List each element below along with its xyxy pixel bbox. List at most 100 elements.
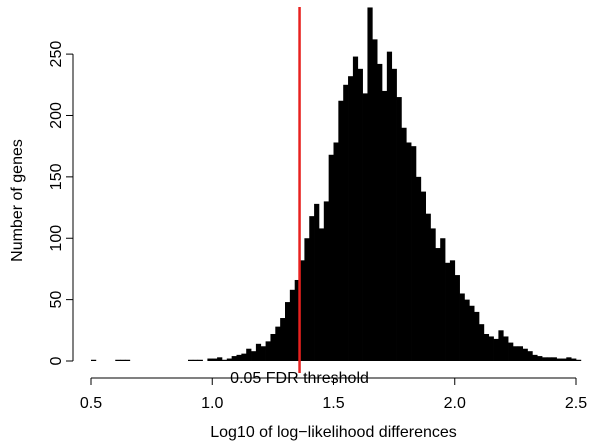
- histogram-bar: [454, 275, 460, 361]
- histogram-bar: [420, 191, 426, 361]
- histogram-bar: [556, 358, 562, 361]
- histogram-bar: [289, 289, 296, 361]
- histogram-bar: [188, 359, 194, 361]
- histogram-bar: [294, 279, 300, 361]
- histogram-bar: [241, 353, 247, 361]
- fdr-threshold-label: 0.05 FDR threshold: [230, 370, 369, 387]
- histogram-bar: [343, 84, 349, 361]
- histogram-bar: [537, 356, 543, 361]
- histogram-bar: [285, 302, 291, 361]
- histogram-bar: [221, 359, 228, 361]
- histogram-bar: [207, 358, 213, 361]
- y-tick-label: 200: [48, 102, 65, 129]
- histogram-bar: [449, 260, 456, 361]
- histogram-bar: [323, 201, 329, 361]
- y-tick-label: 100: [48, 225, 65, 252]
- histogram-bar: [255, 343, 262, 361]
- histogram-bar: [382, 90, 388, 362]
- y-tick-label: 50: [48, 291, 65, 309]
- histogram-bar: [479, 324, 485, 361]
- histogram-bar: [561, 358, 567, 361]
- histogram-bar: [483, 333, 490, 361]
- histogram-bar: [542, 357, 548, 361]
- histogram-bar: [430, 228, 436, 361]
- histogram-bar: [217, 357, 223, 361]
- histogram-bar: [391, 68, 397, 361]
- histogram-bar: [517, 346, 523, 361]
- histogram-bar: [318, 228, 325, 361]
- histogram-bar: [498, 330, 504, 361]
- histogram-bar: [270, 333, 276, 361]
- histogram-bar: [304, 238, 310, 361]
- histogram-bar: [314, 203, 320, 361]
- histogram-bar: [91, 359, 97, 361]
- histogram-bar: [275, 326, 281, 361]
- histogram-bar: [377, 63, 383, 362]
- histogram-bar: [372, 39, 378, 362]
- histogram-bar: [415, 176, 422, 361]
- histogram-bar: [251, 351, 257, 361]
- histogram-bar: [488, 336, 494, 361]
- histogram-bar: [246, 348, 252, 361]
- histogram-bar: [406, 142, 412, 361]
- x-axis-ticks: 0.5 1.0 1.5 2.0 2.5: [80, 378, 587, 412]
- x-tick-label: 2.0: [444, 395, 466, 412]
- histogram-bar: [445, 262, 451, 361]
- histogram-bar: [265, 341, 271, 361]
- histogram-bar: [348, 76, 354, 361]
- histogram-bar: [328, 154, 334, 361]
- histogram-bar: [435, 248, 441, 361]
- histogram-bar: [212, 358, 218, 361]
- histogram-bar: [469, 305, 475, 361]
- y-tick-label: 250: [48, 41, 65, 68]
- y-axis-ticks: 0 50 100 150 200 250: [48, 41, 73, 365]
- x-tick-label: 1.5: [322, 395, 344, 412]
- histogram-bar: [532, 354, 538, 361]
- histogram-bar: [260, 346, 266, 361]
- histogram-bar: [236, 354, 242, 361]
- histogram-bar: [546, 357, 553, 361]
- histogram-bar: [299, 260, 305, 361]
- histogram-bar: [115, 359, 121, 361]
- histogram-bar: [362, 93, 368, 361]
- histogram-bar: [566, 357, 572, 361]
- histogram-bar: [512, 346, 519, 361]
- histogram-bar: [120, 359, 126, 361]
- histogram-bar: [508, 342, 514, 361]
- histogram-bar: [411, 146, 417, 361]
- histogram-bar: [357, 68, 363, 361]
- histogram-bar: [571, 358, 577, 361]
- histogram-bars: [91, 7, 582, 362]
- histogram-bar: [474, 311, 480, 361]
- histogram-bar: [352, 56, 359, 362]
- histogram-bar: [367, 7, 373, 362]
- histogram-bar: [493, 338, 499, 361]
- histogram-bar: [386, 51, 393, 362]
- x-tick-label: 1.0: [201, 395, 223, 412]
- histogram-bar: [401, 127, 407, 361]
- histogram-bar: [338, 100, 344, 361]
- histogram-bar: [231, 356, 237, 361]
- histogram-bar: [522, 348, 528, 361]
- x-tick-label: 0.5: [80, 395, 102, 412]
- histogram-bar: [226, 358, 232, 361]
- y-tick-label: 0: [48, 356, 65, 365]
- histogram-bar: [440, 238, 446, 361]
- histogram-bar: [464, 299, 470, 361]
- histogram-bar: [425, 213, 431, 361]
- histogram-bar: [576, 359, 582, 361]
- y-axis-label: Number of genes: [9, 139, 26, 262]
- histogram-bar: [459, 293, 465, 361]
- histogram-bar: [503, 336, 509, 361]
- histogram-bar: [192, 359, 199, 361]
- histogram-bar: [527, 351, 533, 361]
- x-axis-label: Log10 of log−likelihood differences: [210, 424, 457, 441]
- histogram-bar: [309, 216, 315, 361]
- x-tick-label: 2.5: [565, 395, 587, 412]
- histogram-bar: [124, 359, 131, 361]
- histogram-bar: [197, 359, 203, 361]
- histogram-bar: [333, 142, 339, 361]
- y-tick-label: 150: [48, 163, 65, 190]
- histogram-bar: [551, 357, 557, 361]
